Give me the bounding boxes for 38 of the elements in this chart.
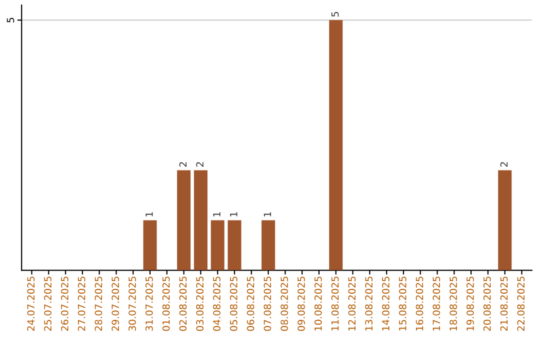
x-tick-label: 13.08.2025 bbox=[365, 276, 373, 330]
data-label: 1 bbox=[264, 212, 271, 216]
x-tick-label: 12.08.2025 bbox=[348, 276, 356, 330]
x-tick-label: 22.08.2025 bbox=[517, 276, 525, 331]
data-label: 1 bbox=[230, 212, 238, 216]
x-tick-label: 17.08.2025 bbox=[432, 276, 440, 330]
x-tick-label: 26.07.2025 bbox=[61, 276, 68, 331]
data-label: 5 bbox=[331, 12, 339, 17]
x-tick-label: 16.08.2025 bbox=[416, 276, 424, 330]
x-tick-label: 20.08.2025 bbox=[483, 276, 491, 331]
x-tick-label: 10.08.2025 bbox=[314, 276, 322, 330]
x-tick-label: 14.08.2025 bbox=[382, 276, 390, 330]
x-tick-label: 18.08.2025 bbox=[450, 276, 457, 330]
x-tick-label: 07.08.2025 bbox=[264, 276, 272, 331]
x-tick-label: 30.07.2025 bbox=[128, 276, 136, 331]
x-tick-label: 21.08.2025 bbox=[500, 276, 508, 331]
data-label: 2 bbox=[196, 162, 204, 167]
x-tick-label: 08.08.2025 bbox=[280, 276, 288, 331]
x-tick-label: 01.08.2025 bbox=[162, 276, 170, 331]
data-label: 1 bbox=[146, 212, 153, 216]
x-tick-label: 31.07.2025 bbox=[145, 276, 153, 331]
data-label: 1 bbox=[213, 212, 220, 216]
x-tick-label: 02.08.2025 bbox=[179, 276, 187, 331]
x-tick-label: 27.07.2025 bbox=[78, 276, 86, 331]
data-label: 2 bbox=[500, 162, 508, 167]
x-tick-label: 09.08.2025 bbox=[298, 276, 305, 331]
x-tick-label: 28.07.2025 bbox=[94, 276, 102, 331]
x-tick-label: 11.08.2025 bbox=[331, 276, 339, 330]
x-tick-label: 19.08.2025 bbox=[466, 276, 474, 330]
data-label: 2 bbox=[179, 162, 186, 167]
x-tick-label: 29.07.2025 bbox=[112, 276, 120, 331]
x-tick-label: 05.08.2025 bbox=[230, 276, 238, 331]
x-tick-label: 06.08.2025 bbox=[246, 276, 254, 331]
x-tick-label: 24.07.2025 bbox=[27, 276, 35, 331]
x-tick-label: 04.08.2025 bbox=[213, 276, 220, 331]
x-tick-label: 15.08.2025 bbox=[398, 276, 406, 330]
x-tick-label: 03.08.2025 bbox=[196, 276, 204, 331]
x-tick-label: 25.07.2025 bbox=[44, 276, 52, 331]
